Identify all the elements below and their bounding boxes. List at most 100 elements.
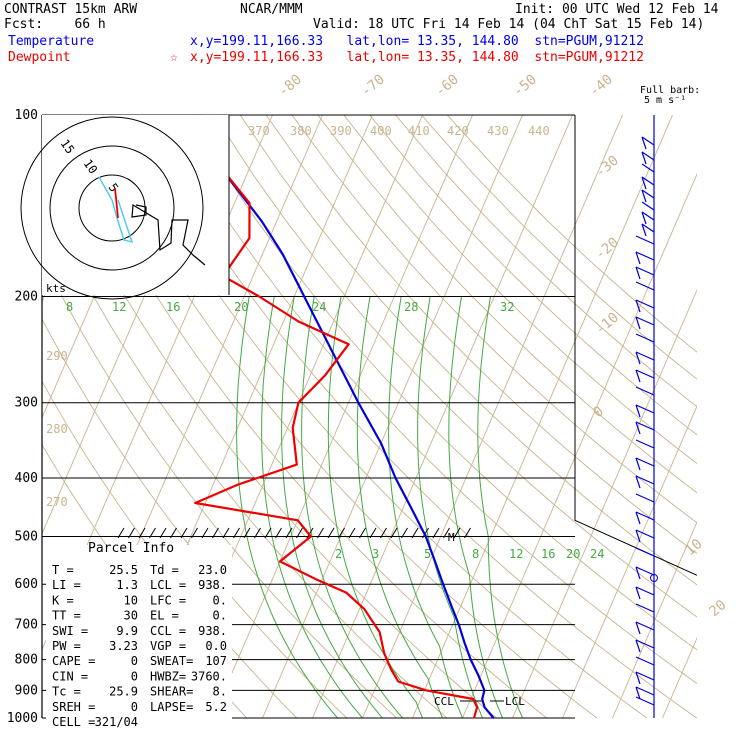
mixing-ratio-label: 8	[472, 547, 479, 561]
level-hatch	[201, 527, 209, 539]
wind-barb	[635, 547, 655, 557]
isotherm-line	[212, 115, 473, 719]
level-hatch	[401, 527, 408, 539]
mixing-ratio-label: 2	[335, 547, 342, 561]
level-hatch	[369, 527, 377, 539]
isotherm-line	[562, 404, 697, 719]
isotherm-label: -50	[510, 72, 540, 101]
wind-barb-flag	[635, 566, 641, 580]
wind-barb-shaft	[635, 281, 655, 291]
wind-barb-shaft	[641, 163, 655, 173]
wind-barb-shaft	[635, 266, 655, 276]
isotherm-line	[312, 115, 573, 719]
mixing-ratio-label: 20	[566, 547, 580, 561]
moist-adiabat-line	[261, 296, 363, 719]
dry-adiabat-line	[239, 115, 697, 586]
wind-barb	[641, 223, 655, 237]
theta-label: 370	[248, 124, 270, 138]
isotherm-label: 20	[706, 597, 729, 620]
wind-barb-flag	[635, 351, 641, 365]
isotherm-line	[262, 115, 523, 719]
moist-adiabat-line	[388, 296, 463, 719]
temperature-series-point	[357, 401, 360, 404]
wind-barb-shaft	[635, 235, 655, 245]
mixing-ratio-label: 8	[66, 300, 73, 314]
hodograph-background	[42, 115, 229, 295]
level-hatch	[359, 527, 366, 539]
dewpoint-series-point	[291, 426, 294, 429]
temperature-series-point	[410, 508, 413, 510]
wind-barb-flag	[635, 686, 641, 700]
wind-barb-shaft	[641, 151, 655, 161]
level-hatch	[443, 527, 450, 539]
dewpoint-marker: ☆	[170, 50, 178, 65]
temperature-series-point	[457, 623, 460, 626]
pressure-label: 100	[15, 108, 38, 123]
pressure-label: 700	[15, 618, 38, 633]
barb-legend-unit: 5 m s⁻¹	[644, 95, 687, 106]
level-hatch	[453, 527, 461, 539]
isotherm-label: 10	[682, 536, 705, 559]
dry-adiabat-line	[369, 115, 697, 436]
wind-barb-shaft	[635, 333, 655, 343]
level-hatch	[264, 527, 272, 539]
level-hatch	[422, 527, 429, 539]
hodograph-ring	[49, 145, 175, 271]
wind-barb-shaft	[635, 529, 655, 539]
wind-barb-shaft	[635, 671, 655, 681]
isotherm-label: -30	[592, 153, 622, 182]
dewpoint-series-point	[297, 320, 300, 323]
wind-barb	[641, 176, 655, 190]
theta-label: 410	[408, 124, 430, 138]
wind-barb-shaft	[635, 439, 655, 449]
wind-barb-flag	[641, 176, 647, 190]
temperature-legend: Temperature	[8, 34, 95, 49]
level-hatch	[411, 527, 419, 539]
mixing-ratio-label: 24	[590, 547, 604, 561]
wind-barb-flag	[635, 421, 641, 435]
hodograph-unit-label: kts	[46, 282, 66, 295]
wind-barb	[635, 266, 655, 280]
dewpoint-series-point	[324, 374, 327, 376]
dewpoint-series-point	[473, 717, 475, 719]
wind-barb	[641, 189, 655, 203]
mixing-ratio-label: 32	[500, 300, 514, 314]
temperature-series-point	[434, 560, 436, 563]
temperature-series-point	[481, 698, 483, 700]
wind-barb-shaft	[635, 457, 655, 467]
level-hatch	[191, 527, 198, 539]
institution: NCAR/MMM	[240, 2, 303, 17]
dry-adiabat-line	[58, 115, 548, 719]
wind-barb	[635, 251, 655, 265]
wind-barb	[635, 529, 655, 543]
model-name: CONTRAST 15km ARW	[4, 2, 138, 17]
wind-barb	[635, 621, 655, 635]
hodograph-ring-label: 10	[81, 157, 101, 177]
dewpoint-series-point	[297, 401, 300, 404]
level-marker: M	[448, 531, 455, 544]
mixing-ratio-label: 5	[424, 547, 431, 561]
wind-barb-flag	[641, 211, 647, 225]
wind-barb-shaft	[635, 621, 655, 631]
isotherm-label: -80	[275, 72, 305, 101]
init-time: Init: 00 UTC Wed 12 Feb 14	[515, 2, 719, 17]
dry-adiabat-line	[42, 194, 448, 719]
temperature-series-point	[442, 583, 444, 586]
wind-barb-shaft	[635, 686, 655, 696]
dewpoint-location: x,y=199.11,166.33 lat,lon= 13.35, 144.80…	[190, 50, 644, 65]
calm-wind-marker	[650, 574, 658, 582]
dewpoint-series	[194, 114, 479, 719]
wind-barb-flag	[635, 511, 641, 525]
wind-barb	[635, 386, 655, 396]
pressure-label: 500	[15, 529, 38, 544]
level-hatch	[243, 527, 251, 539]
barb-legend-title: Full barb:	[640, 85, 701, 96]
level-hatch	[128, 527, 135, 539]
dewpoint-series-point	[279, 560, 281, 563]
mixing-ratio-label: 12	[112, 300, 126, 314]
wind-barb-flag	[635, 266, 641, 280]
wind-barb-flag	[635, 369, 641, 383]
wind-barb	[641, 136, 655, 150]
valid-time: Valid: 18 UTC Fri 14 Feb 14 (04 ChT Sat …	[313, 17, 705, 32]
right-border	[574, 115, 698, 576]
